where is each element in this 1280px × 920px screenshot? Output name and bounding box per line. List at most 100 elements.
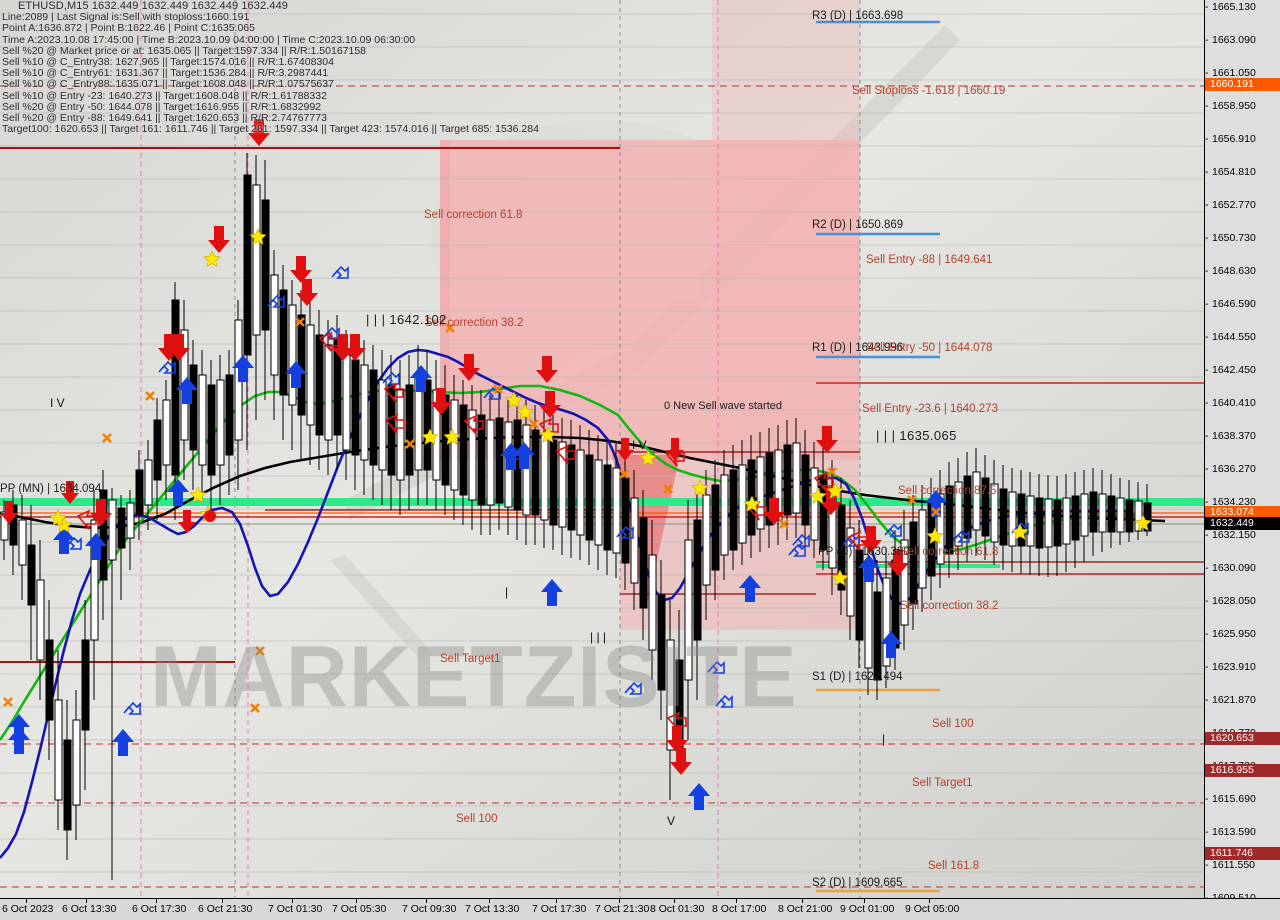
- price-tick-label: -1665.130: [1205, 1, 1256, 13]
- annotation-new-sell-wave: 0 New Sell wave started: [664, 400, 782, 412]
- annotation-r2: R2 (D) | 1650.869: [812, 219, 904, 231]
- price-tick-label: -1621.870: [1205, 694, 1256, 706]
- horizontal-gridlines: [0, 13, 1204, 873]
- time-tick-mark: [929, 899, 930, 903]
- time-tick-label: 6 Oct 13:30: [62, 903, 117, 915]
- price-badge: 1660.191: [1205, 78, 1280, 91]
- price-tick-label: -1636.270: [1205, 463, 1256, 475]
- price-tick-label: -1628.050: [1205, 595, 1256, 607]
- vertical-separators: [140, 0, 861, 898]
- price-badge: 1611.746: [1205, 847, 1280, 860]
- time-tick-mark: [556, 899, 557, 903]
- annotation-sell-correction-382-bot: Sell correction 38.2: [900, 600, 999, 612]
- annotation-level-1642: | | | 1642.102: [366, 312, 447, 327]
- annotation-sell-target1-left: Sell Target1: [440, 653, 501, 665]
- time-tick-mark: [222, 899, 223, 903]
- price-tick-label: -1646.590: [1205, 298, 1256, 310]
- price-tick-label: -1658.950: [1205, 100, 1256, 112]
- time-tick-label: 7 Oct 21:30: [595, 903, 650, 915]
- chart-plot-area[interactable]: MARKETZISITE R3 (D) | 1663.698 Sell Stop…: [0, 0, 1204, 898]
- price-tick-label: -1611.550: [1205, 859, 1256, 871]
- annotation-sell-entry-236: Sell Entry -23.6 | 1640.273: [862, 403, 998, 415]
- wave-label-v: V: [667, 814, 676, 828]
- price-tick-label: -1644.550: [1205, 331, 1256, 343]
- time-tick-mark: [292, 899, 293, 903]
- time-tick-mark: [86, 899, 87, 903]
- cross-marker: [3, 317, 941, 713]
- time-tick-label: 7 Oct 09:30: [402, 903, 457, 915]
- time-tick-mark: [674, 899, 675, 903]
- annotation-sell-stoploss: Sell Stoploss -1.618 | 1660.19: [852, 85, 1006, 97]
- price-tick-label: -1642.450: [1205, 364, 1256, 376]
- price-tick-label: -1650.730: [1205, 232, 1256, 244]
- entry-dot: [204, 510, 216, 522]
- price-tick-label: -1661.050: [1205, 67, 1256, 79]
- annotation-s2: S2 (D) | 1609.665: [812, 877, 903, 889]
- price-tick-label: -1656.910: [1205, 133, 1256, 145]
- fib-target-lines: [0, 85, 1204, 888]
- price-badge: 1620.653: [1205, 732, 1280, 745]
- wave-tick-mid: |: [505, 585, 509, 599]
- weak-sell-arrow: [76, 331, 868, 732]
- annotation-sell-correction-618-bot: Sell correction 61.8: [900, 546, 999, 558]
- wave-label-iii: | | |: [590, 630, 607, 644]
- wave-label-iv-mid: I V: [632, 438, 647, 452]
- price-badge: 1633.074: [1205, 506, 1280, 519]
- annotation-sell-target1-right: Sell Target1: [912, 777, 973, 789]
- annotation-sell-correction-875: Sell correction 87.5: [898, 485, 997, 497]
- time-tick-label: 7 Oct 01:30: [268, 903, 323, 915]
- time-tick-label: 8 Oct 01:30: [650, 903, 705, 915]
- price-tick-label: -1625.950: [1205, 628, 1256, 640]
- annotation-sell-entry-88: Sell Entry -88 | 1649.641: [866, 254, 993, 266]
- annotation-r3: R3 (D) | 1663.698: [812, 10, 904, 22]
- annotation-sell-100-left: Sell 100: [456, 813, 498, 825]
- price-tick-label: -1630.090: [1205, 562, 1256, 574]
- price-tick-label: -1634.230: [1205, 496, 1256, 508]
- time-tick-mark: [619, 899, 620, 903]
- time-tick-label: 8 Oct 21:00: [778, 903, 833, 915]
- time-tick-mark: [426, 899, 427, 903]
- time-tick-mark: [864, 899, 865, 903]
- annotation-pp-mn: PP (MN) | 1634.094: [0, 483, 102, 495]
- price-tick-label: -1640.410: [1205, 397, 1256, 409]
- time-tick-label: 6 Oct 21:30: [198, 903, 253, 915]
- time-tick-mark: [356, 899, 357, 903]
- time-tick-label: 7 Oct 05:30: [332, 903, 387, 915]
- price-tick-label: -1638.370: [1205, 430, 1256, 442]
- price-badge: 1632.449: [1205, 517, 1280, 530]
- price-tick-label: -1648.630: [1205, 265, 1256, 277]
- time-tick-label: 6 Oct 17:30: [132, 903, 187, 915]
- time-tick-mark: [736, 899, 737, 903]
- price-axis[interactable]: -1665.130 -1663.090 -1661.050 -1658.950 -165…: [1204, 0, 1280, 904]
- annotation-s1: S1 (D) | 1622.494: [812, 671, 903, 683]
- wave-label-iv-left: I V: [50, 396, 65, 410]
- annotation-sell-entry-50: Sell Entry -50 | 1644.078: [866, 342, 993, 354]
- star-marker: [49, 228, 1152, 586]
- time-tick-label: 6 Oct 2023: [2, 903, 54, 915]
- price-tick-label: -1613.590: [1205, 826, 1256, 838]
- annotation-level-1635: | | | 1635.065: [876, 428, 957, 443]
- price-tick-label: -1632.150: [1205, 529, 1256, 541]
- weak-signal-arrow: [64, 265, 1029, 715]
- time-tick-label: 7 Oct 17:30: [532, 903, 587, 915]
- price-tick-label: -1652.770: [1205, 199, 1256, 211]
- buy-arrow-up: [8, 355, 947, 810]
- chart-canvas: [0, 0, 1204, 898]
- price-tick-label: -1623.910: [1205, 661, 1256, 673]
- time-tick-mark: [802, 899, 803, 903]
- annotation-sell-1618: Sell 161.8: [928, 860, 980, 872]
- sell-arrow-down: [0, 119, 909, 775]
- time-tick-mark: [156, 899, 157, 903]
- price-tick-label: -1615.690: [1205, 793, 1256, 805]
- time-tick-label: 9 Oct 01:00: [840, 903, 895, 915]
- time-axis[interactable]: 6 Oct 2023 6 Oct 13:30 6 Oct 17:30 6 Oct 21…: [0, 898, 1280, 920]
- time-tick-mark: [489, 899, 490, 903]
- time-tick-label: 9 Oct 05:00: [905, 903, 960, 915]
- annotation-sell-100-right: Sell 100: [932, 718, 974, 730]
- price-tick-label: -1663.090: [1205, 34, 1256, 46]
- time-tick-label: 8 Oct 17:00: [712, 903, 767, 915]
- annotation-sell-correction-618-top: Sell correction 61.8: [424, 209, 523, 221]
- price-badge: 1616.955: [1205, 764, 1280, 777]
- annotation-pp-d: PP (D) | 1630.380: [818, 546, 910, 558]
